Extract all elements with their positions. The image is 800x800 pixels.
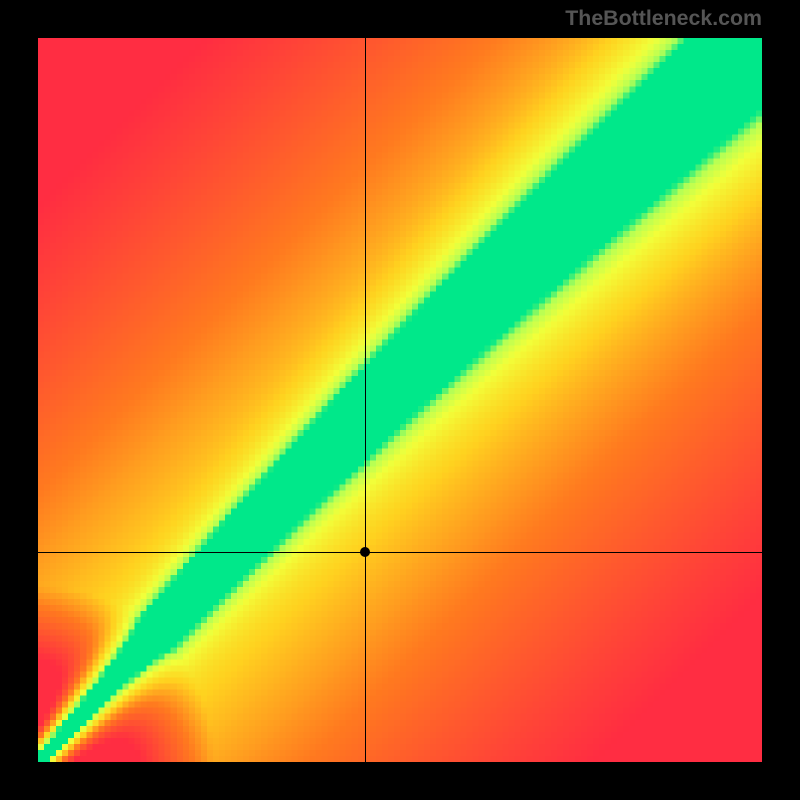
heatmap-canvas bbox=[38, 38, 762, 762]
figure-root: TheBottleneck.com bbox=[0, 0, 800, 800]
attribution-label: TheBottleneck.com bbox=[565, 6, 762, 31]
plot-area bbox=[38, 38, 762, 762]
